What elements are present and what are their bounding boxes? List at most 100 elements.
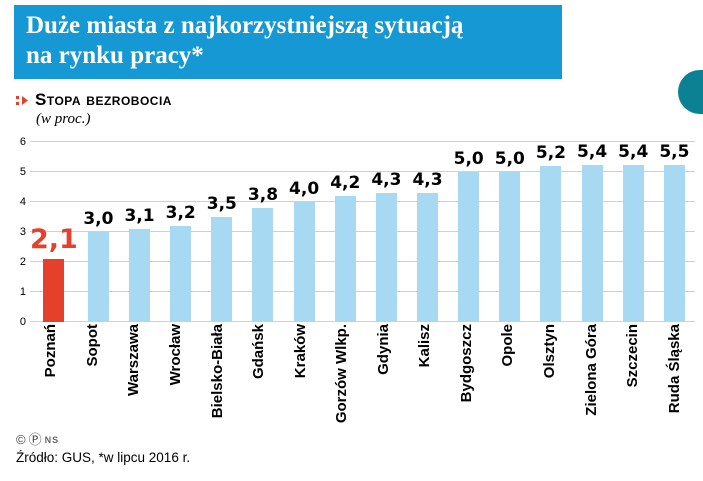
- bar-value-label: 5,2: [535, 143, 567, 163]
- bar-column: 4,2: [325, 142, 366, 322]
- x-axis-label: Gdańsk: [250, 324, 268, 380]
- xlabel-column: Bielsko-Biała: [196, 324, 238, 418]
- gridline: [30, 171, 695, 172]
- bar: [334, 196, 356, 322]
- xlabel-column: Gorzów Wlkp.: [321, 324, 363, 423]
- y-axis-tick-label: 2: [19, 256, 26, 268]
- agency-label: NS: [44, 434, 60, 445]
- bar-value-label: 5,0: [494, 149, 525, 169]
- bar: [458, 172, 480, 322]
- xlabel-column: Wrocław: [155, 324, 197, 385]
- xlabel-column: Szczecin: [612, 324, 654, 387]
- x-axis-label: Ruda Śląska: [665, 324, 683, 414]
- y-axis-tick-label: 6: [19, 136, 26, 148]
- bar-column: 3,2: [160, 142, 201, 322]
- x-axis-label: Wrocław: [166, 324, 184, 386]
- bar-column: 5,5: [654, 142, 695, 322]
- bar-column: 5,0: [448, 142, 489, 322]
- bar: [87, 232, 109, 322]
- bar: [417, 193, 439, 322]
- x-axis-label: Warszawa: [125, 324, 143, 396]
- xlabel-column: Warszawa: [113, 324, 155, 396]
- bar-column: 5,4: [572, 142, 613, 322]
- gridline: [30, 321, 695, 322]
- x-axis-label: Bielsko-Biała: [208, 324, 226, 419]
- title-line-1: Duże miasta z najkorzystniejszą sytuacją: [26, 12, 464, 39]
- legend-title: Stopa bezrobocia: [35, 90, 172, 109]
- bar: [43, 259, 65, 322]
- xlabel-column: Sopot: [72, 324, 114, 367]
- bar-value-label: 4,0: [289, 179, 320, 199]
- bar: [622, 165, 644, 322]
- x-axis-label: Gorzów Wlkp.: [333, 324, 351, 424]
- bar-value-label: 3,1: [124, 206, 155, 226]
- xlabel-column: Ruda Śląska: [653, 324, 695, 413]
- x-axis-label: Szczecin: [624, 324, 642, 388]
- x-axis-label: Kraków: [291, 324, 309, 379]
- bar-value-label: 4,3: [412, 170, 443, 190]
- credits: © Ⓟ NS: [16, 433, 59, 446]
- y-axis-tick-label: 0: [19, 316, 26, 328]
- bar: [170, 226, 192, 322]
- bar-value-label: 2,1: [30, 224, 78, 255]
- xlabel-column: Opole: [487, 324, 529, 367]
- gridline: [30, 291, 695, 292]
- bar: [129, 229, 151, 322]
- x-axis-label: Zielona Góra: [582, 324, 600, 416]
- y-axis-tick-label: 4: [19, 196, 26, 208]
- xlabel-column: Olsztyn: [529, 324, 571, 378]
- bar-column: 2,1: [30, 142, 78, 322]
- bar-column: 3,0: [78, 142, 119, 322]
- bars-row: 2,1 3,0 3,1 3,2 3,5 3,8 4,0 4,2 4,3 4,3 5,0 5,0 5,2 5…: [30, 142, 695, 322]
- bar: [499, 172, 521, 322]
- x-axis-label: Olsztyn: [541, 324, 559, 379]
- plot-area: 0 1 2 3 4 5 6 2,1 3,0 3,1 3,2 3,5 3,8 4,0 4,2 4,3 4,3 5,0…: [20, 136, 695, 328]
- xlabel-column: Zielona Góra: [570, 324, 612, 416]
- y-axis-tick-label: 1: [19, 286, 26, 298]
- copyright-icon: ©: [16, 432, 26, 447]
- bar-value-label: 5,0: [453, 149, 484, 169]
- bar-column: 4,0: [284, 142, 325, 322]
- y-axis-tick-label: 5: [19, 166, 26, 178]
- published-icon: Ⓟ: [28, 432, 42, 447]
- x-axis-label: Kalisz: [416, 324, 434, 368]
- x-axis-label: Bydgoszcz: [457, 324, 475, 403]
- bar-value-label: 5,5: [659, 142, 690, 162]
- chart-title-banner: Duże miasta z najkorzystniejszą sytuacją…: [14, 5, 562, 79]
- chart-legend: Stopa bezrobocia (w proc.): [16, 90, 172, 128]
- bar: [581, 165, 603, 322]
- bar-value-label: 3,2: [165, 203, 196, 223]
- xlabel-column: Kalisz: [404, 324, 446, 367]
- bar-value-label: 3,0: [83, 209, 114, 229]
- bar-column: 3,1: [119, 142, 160, 322]
- x-axis-label: Poznań: [42, 324, 60, 378]
- xlabel-column: Kraków: [279, 324, 321, 378]
- bar: [293, 202, 315, 322]
- bar-value-label: 3,8: [247, 185, 279, 205]
- bar-column: 4,3: [366, 142, 407, 322]
- bar: [211, 217, 233, 322]
- bar: [540, 166, 562, 322]
- gridline: [30, 201, 695, 202]
- x-axis-label: Gdynia: [374, 324, 392, 375]
- gridline: [30, 141, 695, 142]
- bar: [252, 208, 274, 322]
- legend-subtitle: (w proc.): [36, 111, 91, 127]
- bar-column: 5,0: [489, 142, 530, 322]
- bar-value-label: 4,2: [330, 173, 361, 193]
- corner-tab-decoration: [678, 70, 703, 114]
- bar-value-label: 3,5: [206, 194, 237, 214]
- bar-column: 4,3: [407, 142, 448, 322]
- gridline: [30, 261, 695, 262]
- bar-value-label: 5,4: [577, 142, 608, 162]
- bar-column: 3,8: [242, 142, 283, 322]
- title-line-2: na rynku pracy*: [26, 42, 204, 69]
- xlabel-column: Poznań: [30, 324, 72, 377]
- bar-column: 3,5: [201, 142, 242, 322]
- bar-value-label: 4,3: [371, 170, 402, 190]
- bar-value-label: 5,4: [618, 142, 649, 162]
- bar: [663, 165, 685, 322]
- bar: [375, 193, 397, 322]
- bar-column: 5,4: [613, 142, 654, 322]
- source-note: Źródło: GUS, *w lipcu 2016 r.: [16, 450, 191, 465]
